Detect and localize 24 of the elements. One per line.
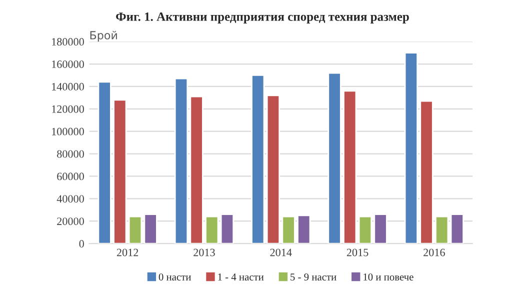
y-tick-label: 0 bbox=[79, 240, 84, 248]
x-tick-label: 2012 bbox=[116, 248, 138, 256]
y-tick-label: 140000 bbox=[52, 82, 84, 90]
bar bbox=[251, 74, 265, 244]
legend-label: 0 насти bbox=[158, 273, 191, 281]
y-tick-label: 20000 bbox=[57, 218, 84, 226]
y-tick-label: 180000 bbox=[52, 38, 84, 46]
chart-title: Фиг. 1. Активни предприятия според техния размер bbox=[116, 12, 409, 24]
y-tick-label: 120000 bbox=[52, 105, 84, 113]
bar bbox=[450, 214, 464, 244]
x-tick-label: 2013 bbox=[194, 248, 215, 256]
y-tick-label: 40000 bbox=[56, 195, 84, 203]
y-tick-label: 60000 bbox=[57, 172, 84, 180]
y-axis-title: Брой bbox=[90, 30, 117, 42]
x-tick-label: 2015 bbox=[346, 248, 368, 256]
bar bbox=[220, 214, 234, 244]
y-tick-label: 160000 bbox=[52, 60, 84, 68]
legend-label: 1 - 4 насти bbox=[218, 274, 264, 281]
x-tick-label: 2014 bbox=[270, 248, 292, 256]
legend-label: 10 и повече bbox=[364, 273, 414, 281]
y-tick-label: 100000 bbox=[52, 128, 84, 136]
legend-label: 5 - 9 насти bbox=[290, 274, 336, 281]
x-tick-label: 2016 bbox=[424, 248, 445, 256]
y-tick-label: 80000 bbox=[57, 150, 84, 158]
